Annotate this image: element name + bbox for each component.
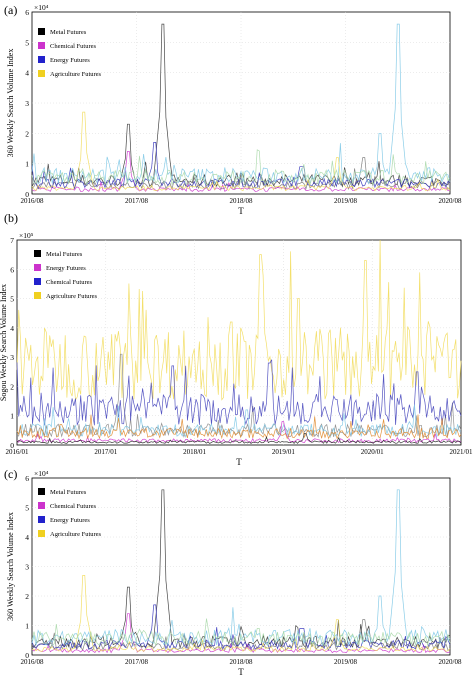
series-line — [31, 149, 451, 186]
x-tick-label: 2020/01 — [361, 448, 384, 456]
chart-panel-1: (a) 0 1 2 3 4 5 6 2016/08 2017/08 2018/08 2019/08 20… — [4, 3, 462, 216]
x-tick-label: 2020/08 — [439, 658, 462, 666]
x-axis-label: T — [238, 206, 244, 216]
panel-label: (c) — [4, 467, 17, 481]
x-tick-label: 2018/08 — [230, 658, 253, 666]
legend-swatch — [38, 516, 45, 523]
legend-swatch — [38, 42, 45, 49]
y-axis-label: 360 Weekly Search Volume Index — [6, 512, 15, 621]
legend-swatch — [34, 264, 41, 271]
x-tick-label: 2017/01 — [94, 448, 117, 456]
y-tick-label: 2 — [25, 592, 29, 601]
x-tick-label: 2021/01 — [450, 448, 473, 456]
series-line — [16, 359, 462, 426]
y-tick-label: 7 — [10, 236, 14, 245]
series-line — [16, 421, 462, 444]
y-axis-label: Sogou Weekly Search Volume Index — [0, 284, 8, 401]
x-tick-label: 2018/08 — [230, 197, 253, 205]
series-line — [16, 353, 462, 438]
x-tick-label: 2020/08 — [439, 197, 462, 205]
series-line — [16, 432, 462, 444]
y-tick-label: 4 — [25, 533, 29, 542]
y-tick-label: 5 — [25, 504, 29, 513]
legend-label: Chemical Futures — [50, 503, 97, 510]
x-tick-label: 2019/08 — [334, 197, 357, 205]
y-tick-label: 6 — [10, 265, 14, 274]
series-line — [16, 404, 462, 439]
y-tick-label: 6 — [25, 474, 29, 483]
series-line — [31, 489, 451, 646]
x-tick-label: 2016/08 — [21, 197, 44, 205]
legend-swatch — [34, 292, 41, 299]
x-tick-label: 2016/01 — [6, 448, 29, 456]
x-tick-label: 2018/01 — [183, 448, 206, 456]
series-line — [31, 142, 451, 190]
y-tick-label: 2 — [25, 129, 29, 138]
y-tick-label: 0 — [10, 441, 14, 450]
chart-panel-3: (c) 0 1 2 3 4 5 6 2016/08 2017/08 2018/08 2019/08 20… — [4, 467, 462, 677]
legend-label: Chemical Futures — [46, 279, 93, 286]
y-tick-label: 3 — [25, 99, 29, 108]
y-axis-label: 360 Weekly Search Volume Index — [6, 49, 15, 158]
legend-label: Energy Futures — [50, 517, 90, 524]
x-tick-label: 2019/01 — [272, 448, 295, 456]
y-tick-label: 1 — [25, 160, 29, 169]
legend-label: Energy Futures — [46, 265, 86, 272]
y-tick-label: 0 — [25, 651, 29, 660]
series-line — [31, 604, 451, 651]
series-line — [31, 111, 451, 192]
y-tick-label: 4 — [25, 69, 29, 78]
legend-swatch — [34, 250, 41, 257]
legend-label: Energy Futures — [50, 57, 90, 64]
y-tick-label: 2 — [10, 382, 14, 391]
legend-swatch — [38, 530, 45, 537]
y-tick-label: 3 — [10, 353, 14, 362]
series-line — [31, 23, 451, 186]
series-line — [16, 414, 462, 440]
y-tick-label: 1 — [25, 622, 29, 631]
series-line — [31, 618, 451, 647]
y-tick-label: 5 — [10, 295, 14, 304]
legend-swatch — [38, 56, 45, 63]
legend-swatch — [38, 488, 45, 495]
x-tick-label: 2017/08 — [125, 658, 148, 666]
legend-label: Chemical Futures — [50, 43, 97, 50]
legend-swatch — [38, 28, 45, 35]
legend-swatch — [38, 502, 45, 509]
legend-label: Metal Futures — [50, 489, 87, 496]
panel-label: (b) — [4, 211, 18, 225]
legend-label: Agriculture Futures — [50, 531, 102, 538]
y-tick-label: 3 — [25, 563, 29, 572]
legend-swatch — [38, 70, 45, 77]
plot-frame — [16, 239, 462, 446]
legend-label: Metal Futures — [46, 251, 83, 258]
exponent-label: ×10⁵ — [19, 231, 34, 240]
y-tick-label: 4 — [10, 324, 14, 333]
x-axis-label: T — [236, 457, 242, 467]
exponent-label: ×10⁴ — [34, 469, 49, 478]
legend-label: Metal Futures — [50, 29, 87, 36]
series-line — [31, 613, 451, 654]
x-tick-label: 2016/08 — [21, 658, 44, 666]
legend-label: Agriculture Futures — [46, 293, 98, 300]
x-tick-label: 2019/08 — [334, 658, 357, 666]
legend-label: Agriculture Futures — [50, 71, 102, 78]
y-tick-label: 6 — [25, 8, 29, 17]
legend-swatch — [34, 278, 41, 285]
y-tick-label: 1 — [10, 412, 14, 421]
exponent-label: ×10⁴ — [34, 3, 49, 12]
series-line — [31, 151, 451, 193]
chart-panel-2: (b) 0 1 2 3 4 5 6 7 2016/01 2017/01 2018/01 2019/01 2… — [0, 211, 473, 467]
y-tick-label: 0 — [25, 190, 29, 199]
panel-label: (a) — [4, 3, 17, 17]
series-line — [16, 239, 462, 402]
series-line — [31, 575, 451, 653]
x-tick-label: 2017/08 — [125, 197, 148, 205]
x-axis-label: T — [238, 667, 244, 677]
y-tick-label: 5 — [25, 38, 29, 47]
